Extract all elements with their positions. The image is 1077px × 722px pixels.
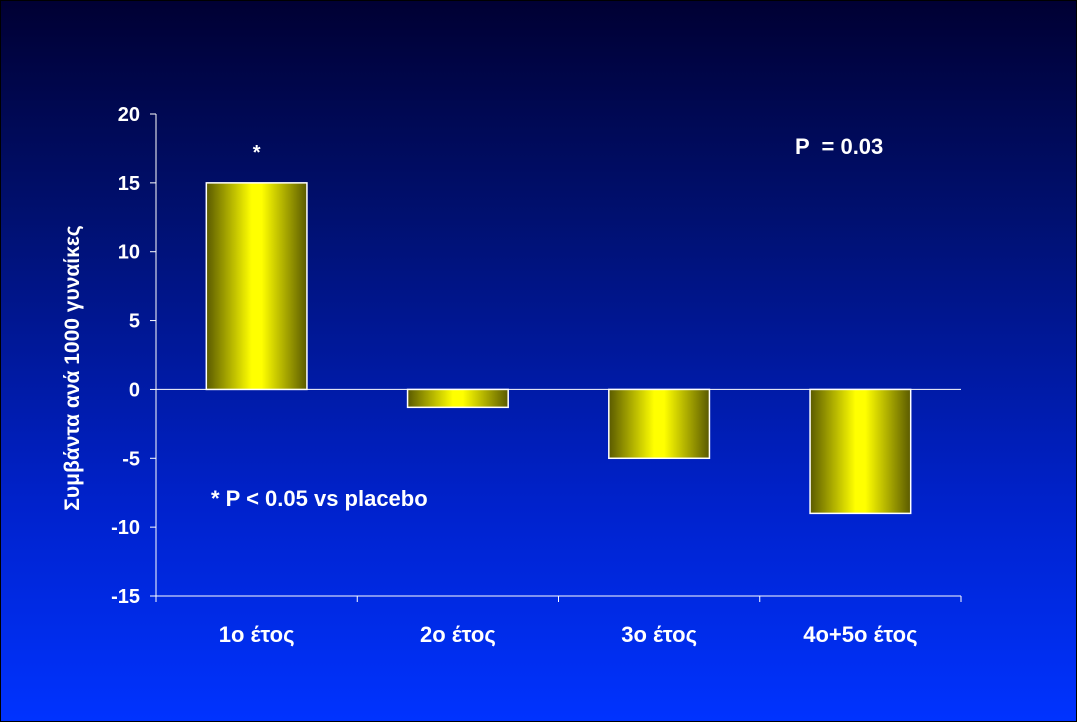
y-tick-label: 15 [118,173,140,195]
p-value-annotation: P = 0.03 [795,134,883,159]
y-tick-label: -10 [111,517,140,539]
x-category-label: 4ο+5ο έτος [803,622,917,647]
bar-2 [406,388,509,409]
y-tick-label: -5 [122,448,140,470]
x-category-label: 3ο έτος [621,622,697,647]
footnote-annotation: * P < 0.05 vs placebo [211,486,428,511]
x-category-label: 2ο έτος [420,622,496,647]
bar-4 [809,388,912,515]
y-tick-label: 10 [118,242,140,264]
y-tick-label: 0 [129,379,140,401]
bar-1 [205,182,308,391]
y-tick-label: -15 [111,586,140,608]
bar-3 [608,388,711,460]
x-category-label: 1ο έτος [219,622,295,647]
chart-labels: 20 15 10 5 0 -5 -10 -15 1ο έτος * 2ο έτος 3ο έτος 4ο… [111,104,917,647]
bar-significance-marker: * [253,142,261,164]
y-tick-label: 20 [118,104,140,126]
chart-bars [205,182,912,515]
y-tick-label: 5 [129,311,140,333]
y-axis-label: Συμβάντα ανά 1000 γυναίκες [61,225,84,510]
